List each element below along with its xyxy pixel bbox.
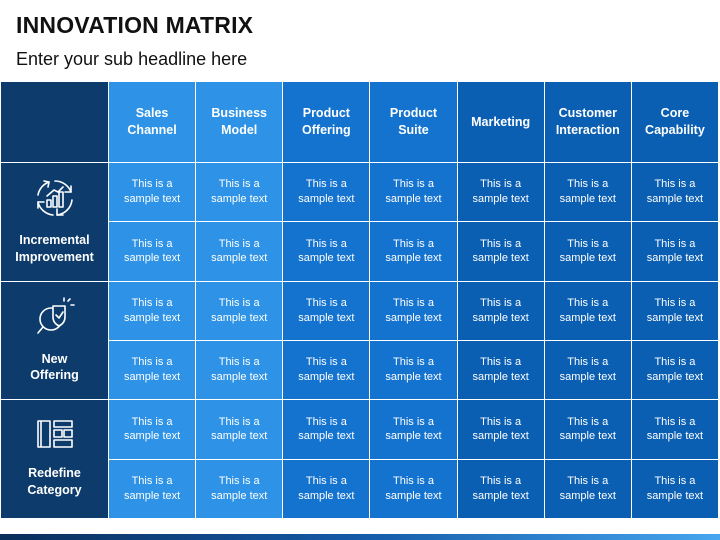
column-header: Product Offering: [283, 82, 370, 162]
matrix-cell: This is a sample text: [544, 400, 631, 459]
row-label-new-offering: New Offering: [1, 281, 108, 400]
matrix-cell: This is a sample text: [457, 459, 544, 518]
column-header: Core Capability: [631, 82, 718, 162]
matrix-cell: This is a sample text: [109, 163, 196, 222]
matrix-cell: This is a sample text: [544, 281, 631, 340]
matrix-cell: This is a sample text: [283, 400, 370, 459]
cycle-arrows-icon: [35, 178, 75, 218]
matrix-cell: This is a sample text: [109, 400, 196, 459]
matrix-cell: This is a sample text: [196, 400, 283, 459]
matrix-cell: This is a sample text: [109, 222, 196, 281]
page-subtitle: Enter your sub headline here: [16, 49, 248, 69]
matrix-cell: This is a sample text: [544, 340, 631, 400]
matrix-cell: This is a sample text: [457, 222, 544, 281]
matrix-cell: This is a sample text: [457, 340, 544, 400]
row-label-redefine-category: Redefine Category: [1, 400, 108, 518]
matrix-cell: This is a sample text: [196, 340, 283, 400]
row-label-text: Redefine Category: [27, 466, 82, 498]
matrix-cell: This is a sample text: [544, 222, 631, 281]
innovation-matrix: Sales Channel Business Model Product Off…: [0, 81, 719, 519]
page-title: INNOVATION MATRIX: [16, 12, 254, 38]
matrix-cell: This is a sample text: [196, 163, 283, 222]
matrix-cell: This is a sample text: [457, 400, 544, 459]
column-header: Product Suite: [370, 82, 457, 162]
matrix-cell: This is a sample text: [631, 340, 718, 400]
matrix-corner: [1, 82, 108, 162]
matrix-cell: This is a sample text: [283, 340, 370, 400]
matrix-cell: This is a sample text: [196, 222, 283, 281]
matrix-cell: This is a sample text: [283, 459, 370, 518]
matrix-cell: This is a sample text: [196, 281, 283, 340]
matrix-cell: This is a sample text: [109, 340, 196, 400]
matrix-cell: This is a sample text: [109, 281, 196, 340]
matrix-cell: This is a sample text: [370, 222, 457, 281]
matrix-cell: This is a sample text: [370, 163, 457, 222]
matrix-cell: This is a sample text: [109, 459, 196, 518]
row-label-text: New Offering: [30, 351, 79, 383]
row-label-incremental-improvement: Incremental Improvement: [1, 163, 108, 281]
matrix-cell: This is a sample text: [370, 459, 457, 518]
matrix-cell: This is a sample text: [370, 400, 457, 459]
bottom-accent-bar: [0, 534, 720, 540]
matrix-cell: This is a sample text: [457, 281, 544, 340]
matrix-cell: This is a sample text: [631, 459, 718, 518]
row-label-text: Incremental Improvement: [15, 232, 94, 264]
magnifier-shield-icon: [35, 296, 75, 337]
matrix-cell: This is a sample text: [196, 459, 283, 518]
matrix-cell: This is a sample text: [283, 163, 370, 222]
matrix-cell: This is a sample text: [370, 340, 457, 400]
column-header: Business Model: [196, 82, 283, 162]
column-header: Customer Interaction: [544, 82, 631, 162]
column-header: Sales Channel: [109, 82, 196, 162]
matrix-cell: This is a sample text: [457, 163, 544, 222]
layout-blocks-icon: [36, 419, 74, 451]
matrix-cell: This is a sample text: [631, 281, 718, 340]
column-header: Marketing: [457, 82, 544, 162]
matrix-cell: This is a sample text: [544, 459, 631, 518]
matrix-cell: This is a sample text: [631, 400, 718, 459]
matrix-cell: This is a sample text: [370, 281, 457, 340]
matrix-cell: This is a sample text: [283, 281, 370, 340]
matrix-cell: This is a sample text: [544, 163, 631, 222]
matrix-cell: This is a sample text: [283, 222, 370, 281]
matrix-cell: This is a sample text: [631, 222, 718, 281]
matrix-cell: This is a sample text: [631, 163, 718, 222]
